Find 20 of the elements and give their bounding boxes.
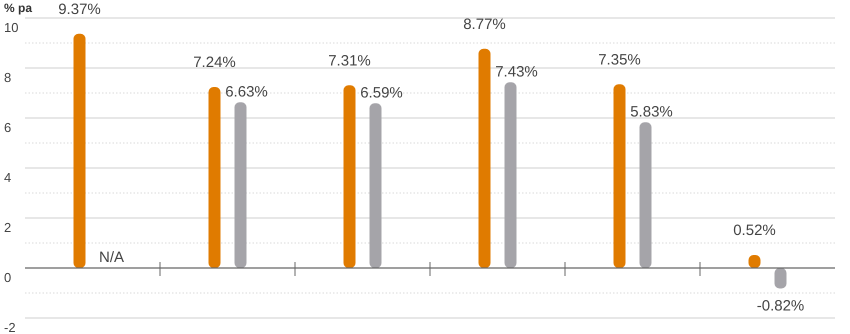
y-tick-label: 4 — [4, 170, 12, 185]
data-label: 8.77% — [463, 16, 506, 33]
data-label: 6.63% — [225, 83, 268, 100]
data-label: 7.31% — [328, 52, 371, 70]
y-tick-label: 2 — [4, 220, 12, 235]
y-tick-label: 0 — [4, 270, 12, 285]
data-label: 6.59% — [360, 84, 403, 102]
y-tick-label: 10 — [4, 20, 18, 35]
y-axis-title: % pa — [4, 1, 32, 15]
data-label: 7.43% — [495, 63, 538, 80]
y-tick-label: 6 — [4, 120, 12, 135]
data-label: 0.52% — [733, 222, 776, 239]
data-label: 9.37% — [58, 0, 101, 18]
data-label: -0.82% — [756, 298, 804, 314]
data-label: 7.35% — [598, 51, 641, 68]
y-tick-label: 8 — [4, 70, 12, 85]
text: N/A — [98, 249, 124, 266]
data-label: 7.24% — [193, 54, 236, 71]
y-tick-label: -2 — [4, 320, 16, 334]
data-label: 5.83% — [630, 103, 673, 120]
